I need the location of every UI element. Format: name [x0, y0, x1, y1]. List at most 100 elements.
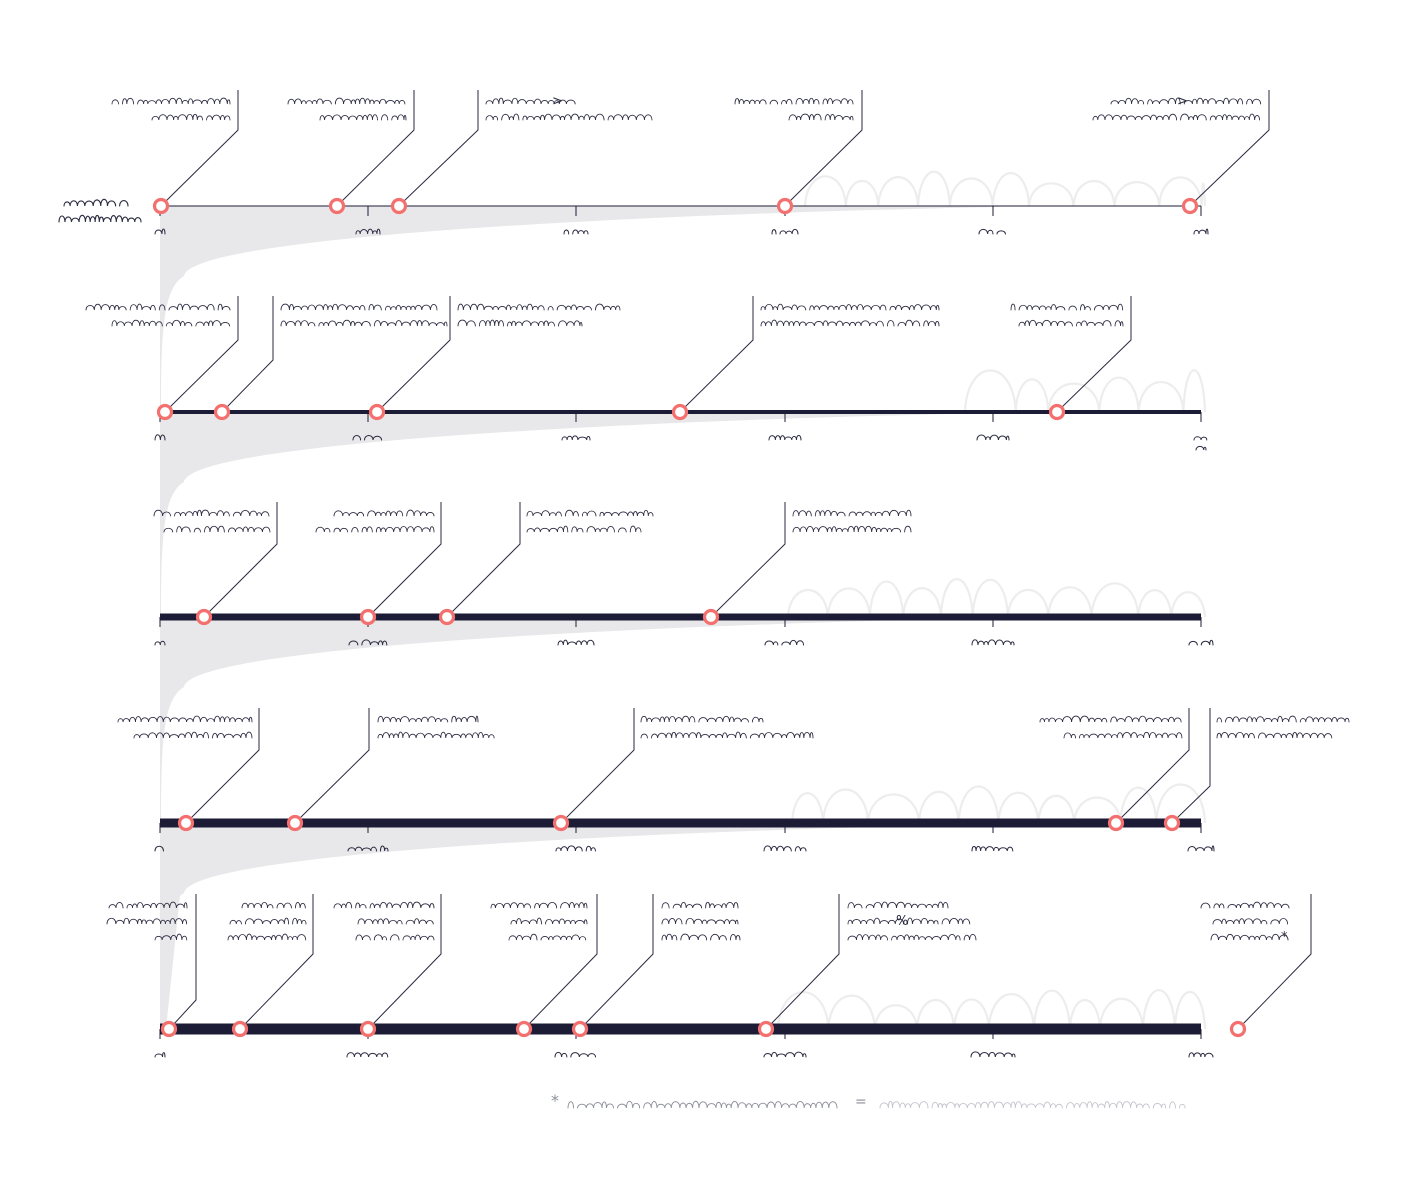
tick-label — [346, 1052, 389, 1058]
tick-label — [563, 229, 589, 235]
event-label-line — [287, 97, 406, 105]
event-3-3 — [438, 502, 654, 626]
tick-label — [154, 640, 166, 646]
tick-label — [1193, 228, 1209, 235]
event-label-line — [640, 731, 814, 739]
leader-line — [380, 296, 451, 409]
wave-silhouette-1 — [803, 170, 1207, 207]
tick-label — [978, 228, 1006, 235]
leader-line — [371, 894, 442, 1026]
leader-line — [1241, 894, 1312, 1026]
leader-line — [172, 894, 197, 1026]
event-label-symbol: % — [896, 914, 908, 929]
event-4-5 — [1163, 708, 1350, 832]
tick-label — [976, 434, 1010, 441]
leader-line — [1119, 708, 1190, 820]
tick-label — [348, 639, 388, 646]
tick-label — [764, 639, 805, 646]
event-label-line — [1039, 715, 1182, 723]
event-5-3 — [333, 894, 442, 1038]
event-marker — [1229, 1020, 1247, 1038]
event-label-line — [357, 918, 434, 925]
leader-line — [1060, 296, 1132, 409]
leader-line — [340, 90, 415, 203]
event-label-line — [457, 319, 583, 327]
event-label-line — [485, 113, 653, 121]
event-label-line — [377, 715, 479, 723]
footnote: * = — [551, 1091, 1186, 1110]
event-label-symbol: * — [1281, 930, 1288, 945]
event-marker — [390, 197, 408, 215]
leader-line — [371, 502, 442, 614]
event-label-line — [734, 97, 854, 105]
event-label-line — [355, 934, 435, 941]
funnel-shade-4 — [160, 822, 1000, 1028]
event-label-line — [792, 509, 912, 517]
leader-line — [168, 296, 239, 409]
event-marker — [702, 608, 720, 626]
leader-line — [450, 502, 521, 614]
funnel-shade-2 — [160, 411, 1000, 617]
event-label-line — [788, 113, 854, 121]
event-5-1 — [106, 894, 197, 1038]
event-label-line — [510, 917, 588, 925]
event-label-line — [1216, 731, 1333, 739]
event-label-line — [153, 509, 270, 517]
event-label-line — [227, 933, 307, 941]
event-marker — [156, 403, 174, 421]
timeline-row-2 — [85, 296, 1208, 441]
event-label-line — [1200, 901, 1290, 909]
event-marker — [1048, 403, 1066, 421]
event-label-line — [111, 319, 230, 327]
event-label-line — [85, 303, 231, 311]
event-label-line — [1010, 303, 1124, 311]
event-label-line — [315, 526, 435, 533]
event-label-line — [229, 917, 307, 925]
footnote-asterisk: * — [551, 1091, 559, 1110]
event-marker — [438, 608, 456, 626]
leader-line — [1175, 708, 1211, 820]
event-5-4 — [490, 894, 598, 1038]
tick-label — [1188, 1052, 1214, 1058]
event-marker — [286, 814, 304, 832]
event-label-symbol: > — [552, 94, 563, 109]
event-marker — [671, 403, 689, 421]
leader-line — [164, 90, 239, 203]
event-5-2 — [227, 894, 314, 1038]
leader-line — [243, 894, 314, 1026]
row-side-label — [58, 214, 142, 223]
event-label-line — [661, 917, 739, 925]
event-label-line — [154, 933, 188, 941]
event-marker — [231, 1020, 249, 1038]
leader-line — [225, 296, 274, 409]
event-label-line — [280, 319, 448, 327]
event-label-line — [792, 525, 912, 533]
event-marker — [359, 608, 377, 626]
event-label-line — [163, 525, 271, 533]
event-marker — [213, 403, 231, 421]
wave-silhouette-5 — [776, 989, 1207, 1030]
tick-label — [154, 1052, 166, 1058]
event-marker — [359, 1020, 377, 1038]
event-label-line — [640, 715, 764, 723]
event-4-2 — [286, 708, 495, 832]
event-marker — [328, 197, 346, 215]
wave-silhouette-4 — [790, 783, 1207, 824]
leader-line — [583, 894, 654, 1026]
event-5-6: % — [757, 894, 977, 1038]
event-marker — [776, 197, 794, 215]
event-label-line — [1063, 731, 1183, 739]
event-marker — [160, 1020, 178, 1038]
tick-label — [557, 639, 595, 646]
event-label-line — [1092, 113, 1260, 121]
event-4-4 — [1039, 708, 1190, 832]
leader-line — [788, 90, 863, 203]
event-label-line — [280, 303, 438, 311]
event-4-1 — [117, 708, 260, 832]
event-3-1 — [153, 502, 278, 626]
tick-label — [561, 435, 591, 441]
tick-label — [771, 228, 799, 235]
tick-label — [355, 228, 381, 235]
event-label-line — [1210, 933, 1289, 941]
